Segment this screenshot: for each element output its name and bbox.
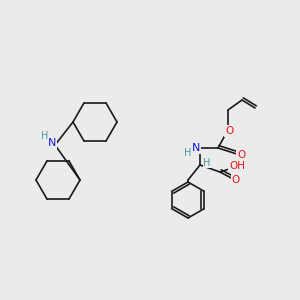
Text: N: N <box>192 143 200 153</box>
Text: O: O <box>225 126 233 136</box>
Text: O: O <box>237 150 245 160</box>
Text: H: H <box>184 148 192 158</box>
Text: H: H <box>203 158 211 168</box>
Text: O: O <box>232 175 240 185</box>
Text: H: H <box>41 131 49 141</box>
Text: OH: OH <box>229 161 245 171</box>
Text: N: N <box>48 138 56 148</box>
